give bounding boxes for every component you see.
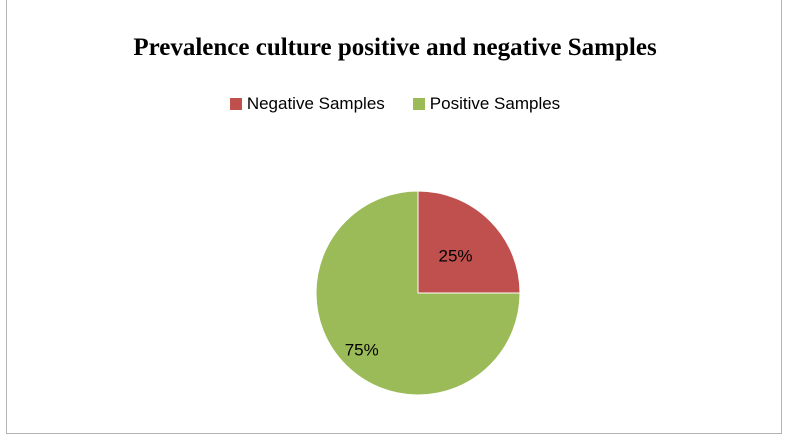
legend-label-negative: Negative Samples bbox=[246, 94, 385, 113]
legend-label-positive: Positive Samples bbox=[429, 94, 561, 113]
legend: Negative Samples Positive Samples bbox=[7, 93, 783, 115]
pie-slice-negative bbox=[417, 190, 521, 294]
legend-swatch-positive bbox=[412, 98, 425, 110]
data-label-positive: 75% bbox=[345, 340, 379, 359]
chart-area: Prevalence culture positive and negative… bbox=[6, 0, 782, 434]
pie-slice-positive bbox=[315, 190, 521, 396]
data-label-negative: 25% bbox=[438, 246, 472, 265]
chart-title: Prevalence culture positive and negative… bbox=[133, 34, 657, 61]
legend-item-positive: Positive Samples bbox=[412, 93, 561, 115]
pie-chart: 25% 75% bbox=[315, 190, 521, 396]
legend-item-negative: Negative Samples bbox=[229, 93, 385, 115]
legend-swatch-negative bbox=[229, 98, 242, 110]
